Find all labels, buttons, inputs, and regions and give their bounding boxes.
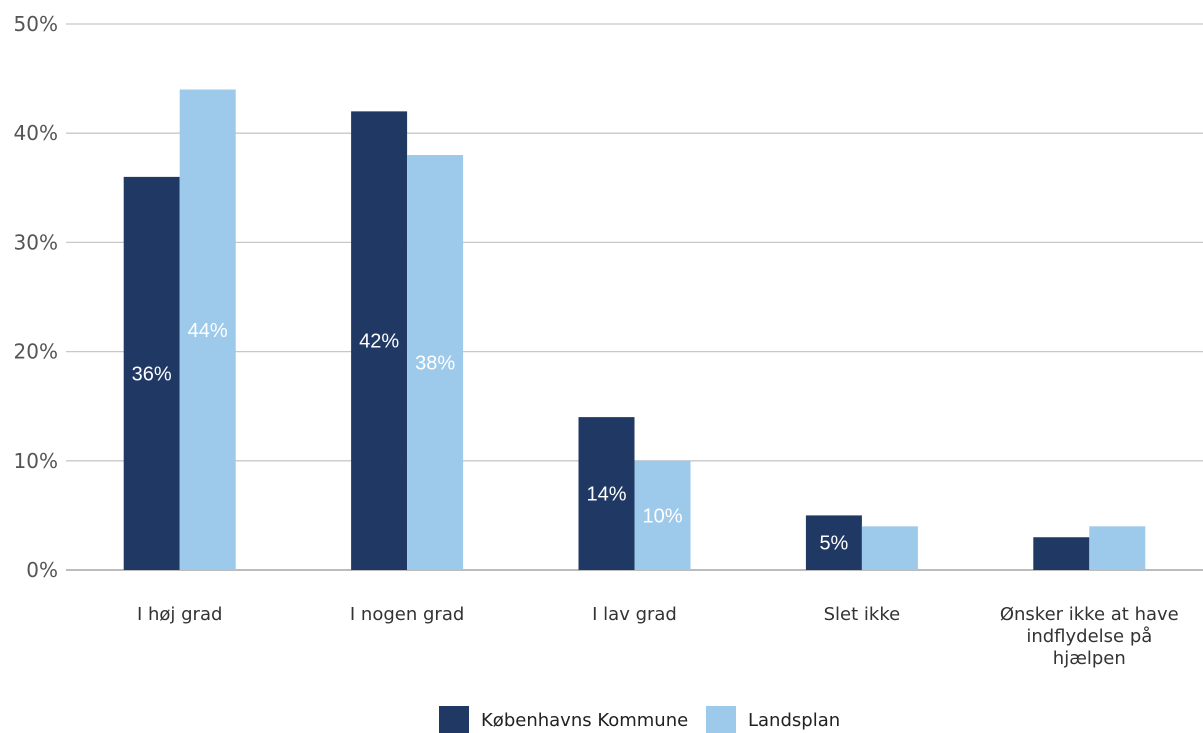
data-label: 44%: [188, 320, 228, 342]
y-tick-label: 50%: [14, 12, 58, 36]
x-axis-labels: I høj grad I nogen grad I lav grad Slet ikk…: [137, 604, 1179, 669]
x-tick-label: Ønsker ikke at have indflydelse på hjælpen: [1000, 604, 1179, 669]
y-tick-label: 40%: [14, 121, 58, 145]
bar-landsplan: [179, 89, 236, 571]
legend-swatch: [439, 706, 469, 733]
legend: Københavns Kommune Landsplan: [439, 706, 840, 733]
bar-landsplan: [1089, 526, 1146, 570]
bar-kobenhavn: [578, 417, 635, 570]
data-labels: 36% 44% 42% 38% 14% 10% 5%: [132, 320, 849, 555]
gridlines: [66, 23, 1203, 571]
data-label: 14%: [586, 484, 626, 506]
y-tick-label: 0%: [26, 558, 58, 582]
data-label: 38%: [415, 353, 455, 375]
data-label: 5%: [819, 533, 848, 555]
bar-landsplan: [407, 155, 464, 571]
legend-label: Københavns Kommune: [481, 710, 688, 731]
bar-kobenhavn: [351, 111, 408, 571]
y-tick-label: 10%: [14, 449, 58, 473]
bar-kobenhavn: [123, 176, 180, 570]
bar-kobenhavn: [805, 515, 862, 570]
bar-kobenhavn: [1033, 537, 1090, 570]
bar-landsplan: [634, 460, 691, 570]
x-tick-label: I høj grad: [137, 604, 222, 625]
x-tick-label: I lav grad: [592, 604, 677, 625]
legend-swatch: [706, 706, 736, 733]
legend-label: Landsplan: [748, 710, 840, 731]
y-tick-label: 30%: [14, 230, 58, 254]
bar-landsplan: [861, 526, 918, 570]
x-tick-label: I nogen grad: [350, 604, 464, 625]
y-axis-ticks: 0% 10% 20% 30% 40% 50%: [14, 12, 58, 582]
data-label: 36%: [132, 363, 172, 385]
y-tick-label: 20%: [14, 340, 58, 364]
bars: [123, 89, 1146, 571]
x-tick-label: Slet ikke: [824, 604, 901, 625]
data-label: 10%: [642, 505, 682, 527]
data-label: 42%: [359, 331, 399, 353]
